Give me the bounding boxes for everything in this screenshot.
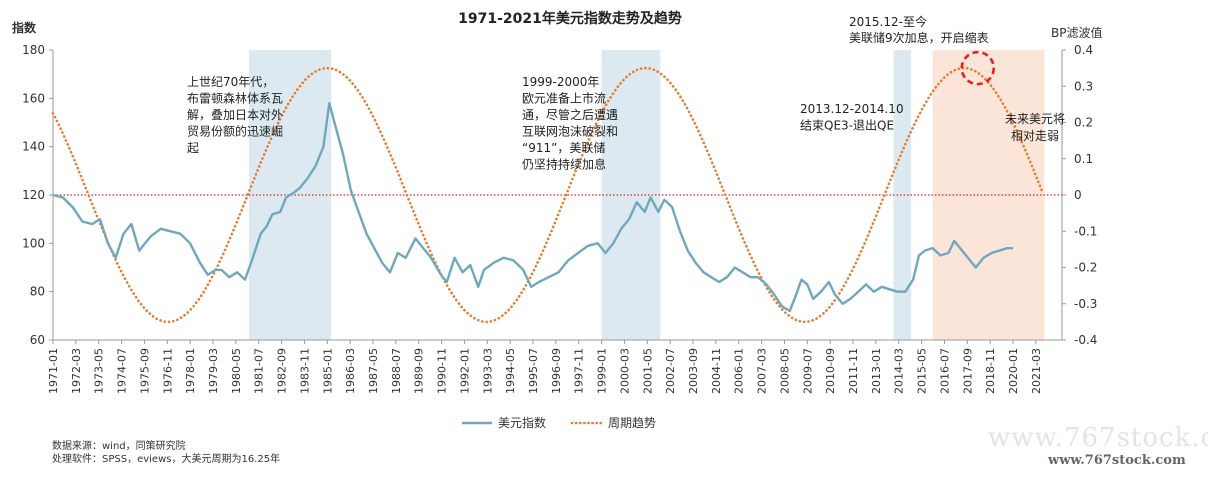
x-tick-label: 1979-03 [207, 348, 220, 394]
annotation-2-line: 通，尽管之后遭遇 [522, 107, 618, 122]
x-tick-label: 1973-05 [93, 348, 106, 394]
x-tick-label: 1988-07 [390, 348, 403, 394]
legend-label-cycle: 周期趋势 [608, 416, 656, 430]
dollar-index-line [52, 102, 1013, 313]
annotation-2-line: 仍坚持持续加息 [522, 157, 606, 172]
x-tick-label: 2009-07 [801, 348, 814, 394]
x-tick-label: 1972-03 [70, 348, 83, 394]
chart-title: 1971-2021年美元指数走势及趋势 [458, 10, 682, 27]
right-tick-label: 0.3 [1074, 79, 1093, 93]
x-tick-label: 1983-11 [298, 348, 311, 394]
x-tick-label: 1995-07 [527, 348, 540, 394]
x-tick-label: 2014-03 [893, 348, 906, 394]
x-tick-label: 2002-07 [664, 348, 677, 394]
x-tick-label: 2006-01 [733, 348, 746, 394]
x-tick-label: 1994-05 [504, 348, 517, 394]
highlight-circle [960, 50, 996, 86]
annotation-2-line: 互联网泡沫破裂和 [522, 124, 618, 139]
x-tick-label: 2021-03 [1030, 348, 1043, 394]
x-tick-label: 2015-05 [916, 348, 929, 394]
annotation-1-line: 上世纪70年代， [187, 75, 274, 89]
annotation-2-line: 1999-2000年 [522, 75, 599, 89]
x-tick-label: 1980-05 [230, 348, 243, 394]
annotation-2-line: 欧元准备上市流 [522, 91, 606, 106]
x-tick-label: 1971-01 [47, 348, 60, 394]
watermark-small: www.767stock.com [1048, 453, 1186, 468]
x-tick-label: 1985-01 [321, 348, 334, 394]
annotation-4-line: 美联储9次加息，开启缩表 [849, 30, 989, 45]
x-tick-label: 1996-09 [550, 348, 563, 394]
footnote: 处理软件：SPSS，eviews，大美元周期为16.25年 [52, 452, 280, 465]
left-tick-label: 160 [22, 91, 45, 105]
right-tick-label: -0.1 [1074, 224, 1097, 238]
x-tick-label: 2016-07 [938, 348, 951, 394]
right-tick-label: 0.4 [1074, 43, 1093, 57]
left-tick-label: 80 [30, 285, 45, 299]
x-tick-label: 2003-09 [687, 348, 700, 394]
x-tick-label: 2017-09 [961, 348, 974, 394]
y-left-axis-title: 指数 [12, 20, 37, 35]
x-tick-label: 2001-05 [641, 348, 654, 394]
right-tick-label: 0.2 [1074, 116, 1093, 130]
left-tick-label: 60 [30, 333, 45, 347]
x-tick-label: 1987-05 [367, 348, 380, 394]
annotation-2-line: “911”，美联储 [522, 140, 605, 155]
x-tick-label: 1978-01 [184, 348, 197, 394]
annotation-1-line: 布雷顿森林体系瓦 [187, 91, 283, 106]
footnote: 数据来源：wind，同策研究院 [52, 439, 186, 452]
y-right-axis-title: BP滤波值 [1051, 25, 1102, 40]
annotation-5-line: 相对走弱 [1011, 129, 1059, 143]
x-tick-label: 1975-09 [138, 348, 151, 394]
x-tick-label: 1981-07 [253, 348, 266, 394]
x-tick-label: 2004-11 [710, 348, 723, 394]
x-tick-label: 1974-07 [116, 348, 129, 394]
x-tick-label: 1976-11 [161, 348, 174, 394]
x-tick-label: 2008-05 [778, 348, 791, 394]
left-tick-label: 120 [22, 188, 45, 202]
legend-label-index: 美元指数 [498, 415, 546, 430]
shaded-period-3 [893, 50, 912, 340]
x-tick-label: 1999-01 [596, 348, 609, 394]
cycle-trend-line [51, 66, 1044, 324]
x-tick-label: 2000-03 [618, 348, 631, 394]
annotation-4-line: 2015.12-至今 [849, 14, 927, 29]
annotation-1-line: 贸易份额的迅速崛 [187, 124, 283, 139]
right-tick-label: -0.3 [1074, 297, 1097, 311]
left-tick-label: 180 [22, 43, 45, 57]
x-tick-label: 1992-01 [458, 348, 471, 394]
x-tick-label: 1997-11 [573, 348, 586, 394]
left-tick-label: 100 [22, 236, 45, 250]
annotation-1-line: 起 [187, 141, 199, 155]
x-tick-label: 2018-11 [984, 348, 997, 394]
x-tick-label: 1993-03 [481, 348, 494, 394]
right-tick-label: -0.4 [1074, 333, 1097, 347]
x-tick-label: 2007-03 [756, 348, 769, 394]
annotation-5-line: 未来美元将 [1005, 112, 1065, 126]
right-tick-label: 0 [1074, 188, 1082, 202]
x-tick-label: 1990-11 [436, 348, 449, 394]
annotation-3-line: 2013.12-2014.10 [800, 102, 904, 116]
x-tick-label: 2011-11 [847, 348, 860, 394]
x-tick-label: 1982-09 [276, 348, 289, 394]
right-tick-label: -0.2 [1074, 261, 1097, 275]
right-tick-label: 0.1 [1074, 152, 1093, 166]
x-tick-label: 2013-01 [870, 348, 883, 394]
x-tick-label: 1986-03 [344, 348, 357, 394]
left-tick-label: 140 [22, 140, 45, 154]
x-tick-label: 2020-01 [1007, 348, 1020, 394]
x-tick-label: 2010-09 [824, 348, 837, 394]
x-tick-label: 1989-09 [413, 348, 426, 394]
watermark-large: www.767stock.com [988, 423, 1208, 453]
annotation-1-line: 解，叠加日本对外 [187, 108, 283, 122]
annotation-3-line: 结束QE3-退出QE [800, 119, 894, 133]
